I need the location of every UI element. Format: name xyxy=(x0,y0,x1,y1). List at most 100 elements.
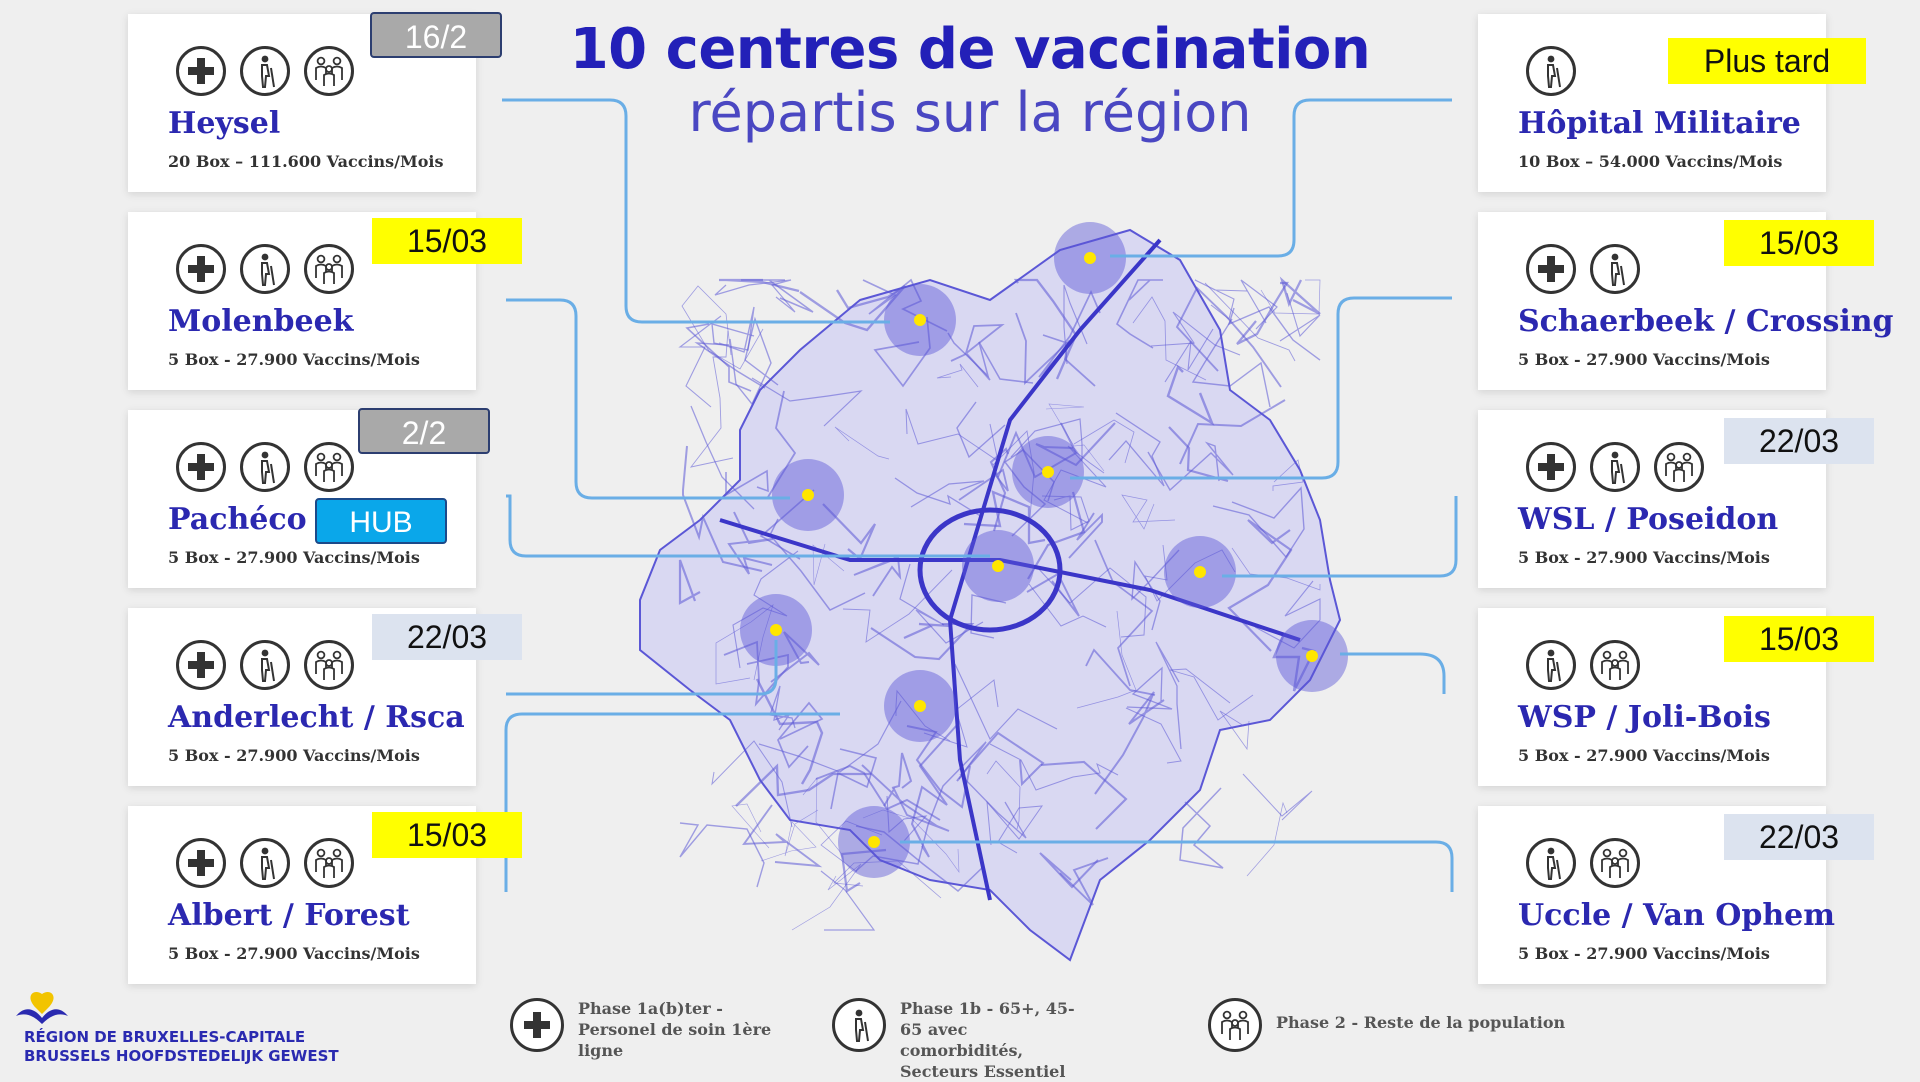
center-capacity: 20 Box – 111.600 Vaccins/Mois xyxy=(168,152,444,171)
legend-phase-2: Phase 2 - Reste de la population xyxy=(1208,998,1576,1052)
iris-logo-icon xyxy=(16,991,68,1024)
center-capacity: 5 Box - 27.900 Vaccins/Mois xyxy=(168,548,420,567)
center-name: WSP / Joli-Bois xyxy=(1518,700,1771,735)
elderly-icon xyxy=(240,442,290,492)
main-roads xyxy=(719,238,1301,901)
elderly-icon xyxy=(240,838,290,888)
center-markers xyxy=(740,222,1348,878)
elderly-icon xyxy=(1526,838,1576,888)
group-icon xyxy=(304,244,354,294)
center-card: Pachéco 5 Box - 27.900 Vaccins/Mois xyxy=(128,410,476,588)
center-name: Uccle / Van Ophem xyxy=(1518,898,1835,933)
connector-line xyxy=(506,640,778,696)
center-dot xyxy=(1042,466,1054,478)
center-name: Hôpital Militaire xyxy=(1518,106,1801,141)
center-dot xyxy=(914,700,926,712)
region-logo-text: RÉGION DE BRUXELLES-CAPITALE BRUSSELS HO… xyxy=(24,1028,339,1066)
group-icon xyxy=(1590,838,1640,888)
cross-icon xyxy=(176,46,226,96)
cross-icon xyxy=(176,640,226,690)
phase-icons xyxy=(176,442,354,492)
start-date-badge: 22/03 xyxy=(1724,814,1874,860)
logo-line-1: RÉGION DE BRUXELLES-CAPITALE xyxy=(24,1028,306,1046)
legend-phase-1b: Phase 1b - 65+, 45-65 avec comorbidités,… xyxy=(832,998,1090,1082)
center-name: Pachéco xyxy=(168,502,307,537)
cross-icon xyxy=(176,838,226,888)
center-dot xyxy=(992,560,1004,572)
cross-icon xyxy=(176,442,226,492)
center-capacity: 5 Box - 27.900 Vaccins/Mois xyxy=(168,350,420,369)
center-capacity: 10 Box – 54.000 Vaccins/Mois xyxy=(1518,152,1783,171)
connector-line xyxy=(1222,496,1458,578)
start-date-badge: 15/03 xyxy=(1724,220,1874,266)
phase-icons xyxy=(1526,244,1640,294)
phase-icons xyxy=(176,244,354,294)
cross-icon xyxy=(1526,442,1576,492)
connector-line xyxy=(506,494,990,558)
center-dot xyxy=(868,836,880,848)
elderly-icon xyxy=(240,46,290,96)
title-line-2: répartis sur la région xyxy=(688,81,1252,144)
group-icon xyxy=(304,838,354,888)
elderly-icon xyxy=(240,640,290,690)
start-date-badge: 15/03 xyxy=(372,218,522,264)
center-dot xyxy=(770,624,782,636)
center-capacity: 5 Box - 27.900 Vaccins/Mois xyxy=(168,944,420,963)
elderly-icon xyxy=(240,244,290,294)
title-line-1: 10 centres de vaccination xyxy=(569,17,1371,82)
group-icon xyxy=(304,640,354,690)
region-logo xyxy=(12,990,72,1030)
center-name: Schaerbeek / Crossing xyxy=(1518,304,1894,339)
legend-phase-1a-text: Phase 1a(b)ter - Personel de soin 1ère l… xyxy=(578,999,772,1060)
center-capacity: 5 Box - 27.900 Vaccins/Mois xyxy=(1518,350,1770,369)
center-dot xyxy=(1194,566,1206,578)
group-icon xyxy=(304,442,354,492)
cross-icon xyxy=(176,244,226,294)
phase-icons xyxy=(1526,640,1640,690)
group-icon xyxy=(1590,640,1640,690)
connector-line xyxy=(900,840,1454,892)
connector-line xyxy=(506,298,790,500)
center-name: Molenbeek xyxy=(168,304,354,339)
phase-icons xyxy=(1526,442,1704,492)
legend-phase-1b-text: Phase 1b - 65+, 45-65 avec comorbidités,… xyxy=(900,999,1075,1081)
elderly-icon xyxy=(1526,640,1576,690)
page-title: 10 centres de vaccination répartis sur l… xyxy=(540,18,1400,144)
phase-icons xyxy=(176,640,354,690)
phase-icons xyxy=(176,838,354,888)
center-capacity: 5 Box - 27.900 Vaccins/Mois xyxy=(1518,548,1770,567)
connector-line xyxy=(502,98,890,324)
connector-line xyxy=(1070,296,1452,480)
start-date-badge: 22/03 xyxy=(1724,418,1874,464)
elderly-icon xyxy=(1590,442,1640,492)
group-icon xyxy=(1208,998,1262,1052)
legend-phase-1a: Phase 1a(b)ter - Personel de soin 1ère l… xyxy=(510,998,798,1061)
center-capacity: 5 Box - 27.900 Vaccins/Mois xyxy=(1518,944,1770,963)
group-icon xyxy=(1654,442,1704,492)
elderly-icon xyxy=(832,998,886,1052)
center-dot xyxy=(1306,650,1318,662)
logo-line-2: BRUSSELS HOOFDSTEDELIJK GEWEST xyxy=(24,1047,339,1065)
cross-icon xyxy=(510,998,564,1052)
center-dot xyxy=(914,314,926,326)
hub-badge: HUB xyxy=(315,498,447,544)
elderly-icon xyxy=(1590,244,1640,294)
center-name: WSL / Poseidon xyxy=(1518,502,1779,537)
legend-phase-2-text: Phase 2 - Reste de la population xyxy=(1276,1013,1566,1032)
connector-line xyxy=(1110,98,1452,258)
center-capacity: 5 Box - 27.900 Vaccins/Mois xyxy=(1518,746,1770,765)
cross-icon xyxy=(1526,244,1576,294)
region-outline xyxy=(639,228,1342,962)
start-date-badge: 2/2 xyxy=(358,408,490,454)
start-date-badge: 22/03 xyxy=(372,614,522,660)
start-date-badge: 15/03 xyxy=(372,812,522,858)
elderly-icon xyxy=(1526,46,1576,96)
phase-icons xyxy=(176,46,354,96)
start-date-badge: Plus tard xyxy=(1668,38,1866,84)
phase-icons xyxy=(1526,838,1640,888)
center-dot xyxy=(802,489,814,501)
center-name: Heysel xyxy=(168,106,281,141)
center-capacity: 5 Box - 27.900 Vaccins/Mois xyxy=(168,746,420,765)
